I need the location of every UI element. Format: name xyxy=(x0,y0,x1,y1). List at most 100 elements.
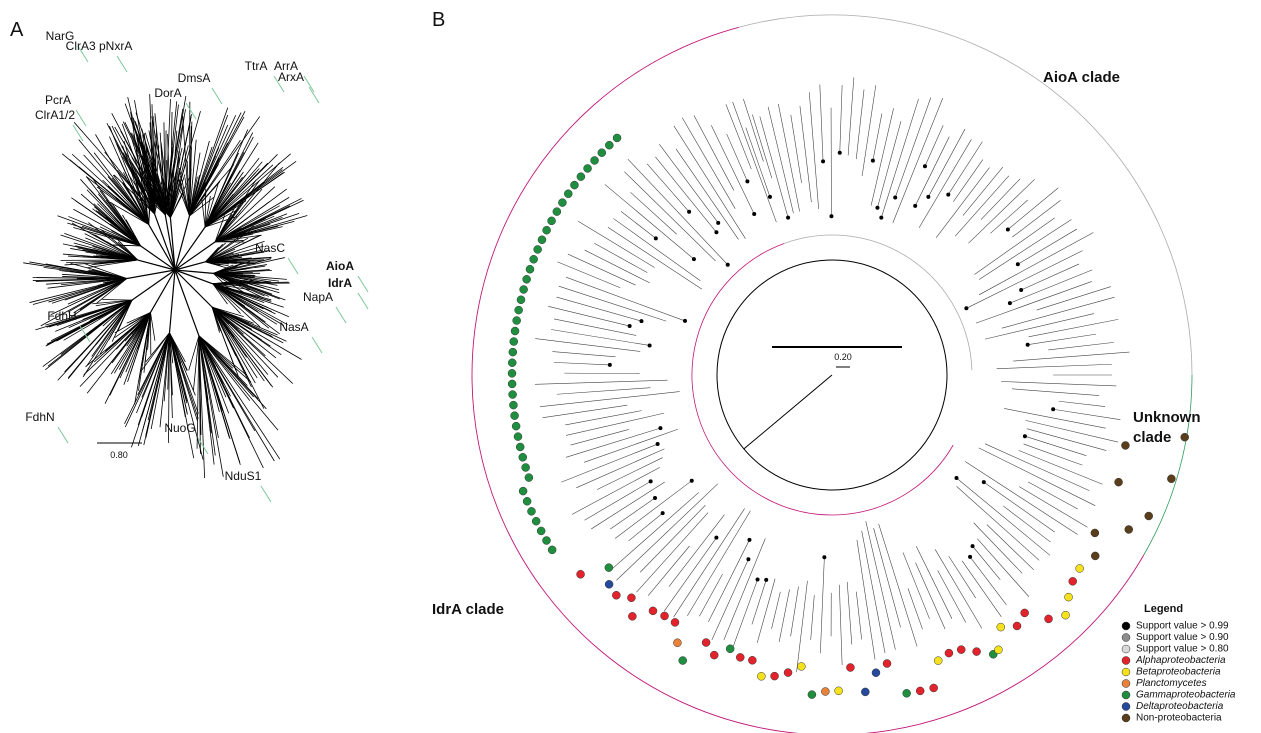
support-node xyxy=(926,195,930,199)
support-node xyxy=(923,164,927,168)
taxon-dot xyxy=(997,623,1005,631)
leaf-branch xyxy=(928,129,965,197)
leaf-branch xyxy=(564,373,639,374)
gene-label: TtrA xyxy=(245,59,268,73)
tree-a: NarGClrA3 pNxrADmsATtrAArrAArxADorAPcrAC… xyxy=(23,29,368,502)
leaf-branch xyxy=(987,524,1034,569)
figure: NarGClrA3 pNxrADmsATtrAArrAArxADorAPcrAC… xyxy=(0,0,1261,733)
taxon-dot xyxy=(1145,512,1153,520)
support-node xyxy=(648,343,652,347)
support-node xyxy=(1026,343,1030,347)
legend-label: Planctomycetes xyxy=(1136,678,1207,689)
taxon-dot xyxy=(1125,525,1133,533)
leaf-branch xyxy=(558,262,621,288)
taxon-dot xyxy=(577,173,585,181)
support-node xyxy=(1008,301,1012,305)
legend-label: Non-proteobacteria xyxy=(1136,713,1222,724)
leaf-branch xyxy=(699,574,722,616)
support-node xyxy=(608,363,612,367)
branch xyxy=(151,312,155,340)
support-node xyxy=(692,257,696,261)
leader xyxy=(336,307,346,323)
legend-swatch xyxy=(1122,622,1130,630)
taxon-dot xyxy=(522,463,530,471)
gene-label: ClrA1/2 xyxy=(35,108,75,122)
leaf-branch xyxy=(608,227,702,289)
leaf-branch xyxy=(877,121,901,208)
taxon-dot xyxy=(673,639,681,647)
leaf-branch xyxy=(597,458,663,490)
leaf-branch xyxy=(839,585,842,665)
taxon-dot xyxy=(916,687,924,695)
leaf-branch xyxy=(1059,401,1105,406)
taxon-dot xyxy=(508,369,516,377)
legend: Support value > 0.99Support value > 0.90… xyxy=(1122,621,1236,724)
taxon-dot xyxy=(702,639,710,647)
gene-label: NasC xyxy=(255,241,285,255)
leader xyxy=(261,486,271,502)
branch xyxy=(102,299,132,300)
leaf-branch xyxy=(862,85,876,176)
clade-arc xyxy=(784,235,972,370)
taxon-dot xyxy=(519,453,527,461)
leader xyxy=(358,293,368,309)
leaf-branch xyxy=(554,319,636,336)
taxon-dot xyxy=(797,662,805,670)
leaf-branch xyxy=(757,579,775,643)
legend-swatch xyxy=(1122,714,1130,722)
leaf-branch xyxy=(1004,408,1106,428)
leader xyxy=(73,125,83,141)
taxon-dot xyxy=(530,255,538,263)
leaf-branch xyxy=(551,330,649,346)
leaf-branch xyxy=(893,98,943,223)
leaf-branch xyxy=(682,118,735,209)
taxon-dot xyxy=(509,401,517,409)
support-node xyxy=(786,216,790,220)
leaf-branch xyxy=(584,429,678,462)
taxon-dot xyxy=(1065,593,1073,601)
branch xyxy=(205,167,283,227)
leaf-branch xyxy=(965,461,1077,534)
leader xyxy=(309,87,319,103)
gene-label: FdhN xyxy=(25,410,54,424)
legend-swatch xyxy=(1122,691,1130,699)
leaf-branch xyxy=(969,179,1035,243)
support-node xyxy=(653,496,657,500)
taxon-dot xyxy=(1069,577,1077,585)
support-node xyxy=(1016,262,1020,266)
gene-label: NduS1 xyxy=(225,469,262,483)
taxon-dot xyxy=(1091,529,1099,537)
taxon-dot xyxy=(543,226,551,234)
leaf-branch xyxy=(712,559,749,640)
taxon-dot xyxy=(598,149,606,157)
legend-swatch xyxy=(1122,657,1130,665)
support-node xyxy=(639,319,643,323)
taxon-dot xyxy=(736,653,744,661)
leaf-branch xyxy=(984,482,1055,532)
leaf-branch xyxy=(908,588,923,629)
leaf-branch xyxy=(935,549,982,628)
panel-label: A xyxy=(10,19,24,41)
taxon-dot xyxy=(526,265,534,273)
taxon-dot xyxy=(710,651,718,659)
leader xyxy=(58,427,68,443)
taxon-dot xyxy=(509,348,517,356)
taxon-dot xyxy=(523,497,531,505)
taxon-dot xyxy=(994,646,1002,654)
legend-label: Support value > 0.90 xyxy=(1136,632,1229,643)
branch xyxy=(170,333,199,414)
legend-swatch xyxy=(1122,645,1130,653)
panel-label: B xyxy=(432,9,445,31)
leaf-branch xyxy=(711,125,754,214)
taxon-dot xyxy=(1167,475,1175,483)
taxon-dot xyxy=(1121,441,1129,449)
leaf-branch xyxy=(1012,389,1099,396)
taxon-dot xyxy=(1076,564,1084,572)
support-node xyxy=(658,426,662,430)
leaf-branch xyxy=(791,115,802,183)
leaf-branch xyxy=(1010,270,1092,303)
leader xyxy=(76,110,86,126)
leaf-branch xyxy=(1028,482,1078,509)
taxon-dot xyxy=(649,607,657,615)
leaf-branch xyxy=(572,467,660,514)
